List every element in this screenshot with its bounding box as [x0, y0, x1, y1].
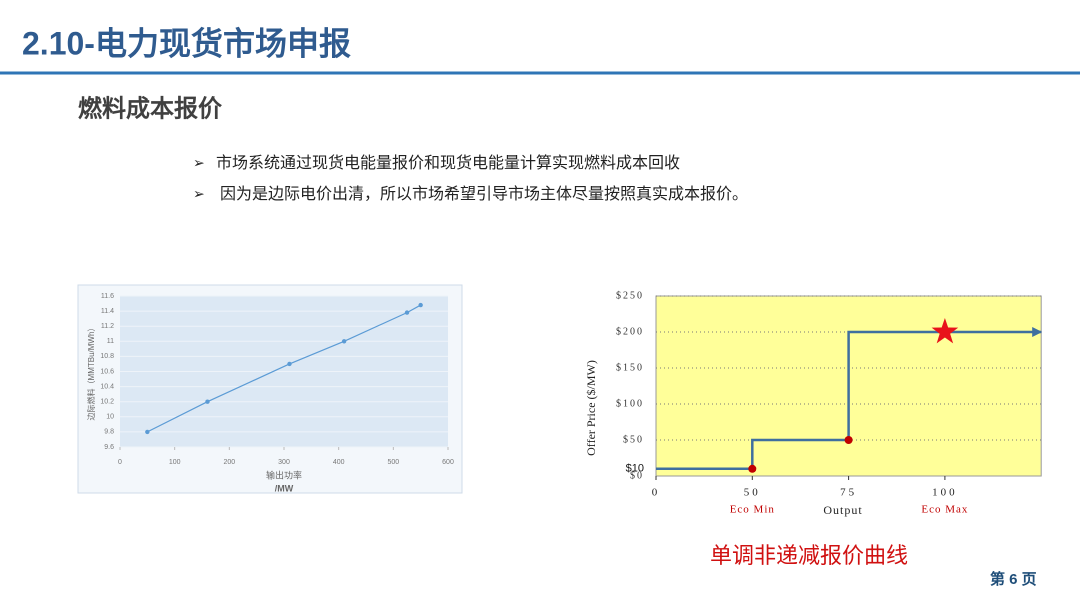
y-tick-label: 11.4 — [101, 308, 114, 315]
x-tick-label: 50 — [744, 487, 761, 499]
y-tick-label: 10.4 — [100, 383, 114, 390]
y-tick-label: 10.6 — [100, 368, 114, 375]
data-point — [205, 399, 210, 404]
y-tick-label: 9.8 — [104, 429, 114, 436]
chart: 9.6 9.8 10 10.2 10.4 10.6 10.8 11 11.2 11.4 11.6 0 1… — [86, 293, 454, 494]
chart: $0 $50 $100 $150 $200 $250 0 50 75 100 Output Offer… — [584, 290, 1043, 517]
title: 2.10-电力现货市场申报 — [22, 25, 351, 61]
y-tick-label: $0 — [630, 470, 644, 481]
y-axis-label: Offer Price ($/MW) — [584, 360, 598, 456]
x-tick-label: 500 — [387, 459, 399, 466]
y-tick-label: $50 — [623, 434, 644, 445]
x-tick-label: 200 — [223, 459, 235, 466]
x-tick-label: 0 — [118, 459, 122, 466]
data-point — [404, 310, 410, 315]
x-tick-label: 400 — [333, 459, 345, 466]
x-axis-label: /MW — [275, 483, 294, 493]
x-tick-label: 600 — [442, 459, 454, 466]
data-line — [147, 304, 421, 433]
bullet-marker: ➢ — [193, 155, 205, 171]
x-tick-label: 300 — [278, 459, 290, 466]
step-line — [656, 327, 1043, 471]
y-tick-label: 10 — [106, 414, 114, 421]
annotation: Eco Min — [730, 504, 775, 516]
y-tick-label: $150 — [616, 362, 644, 373]
point-marker — [844, 436, 853, 444]
point-marker — [748, 464, 757, 473]
x-tick-label: 100 — [932, 487, 958, 499]
data-point — [287, 361, 292, 367]
bullet: 因为是边际电价出清，所以市场希望引导市场主体尽量按照真实成本报价。 — [220, 185, 748, 203]
star-marker — [931, 318, 959, 344]
y-axis-label: 边际燃料（MMTBu/MWh） — [86, 324, 96, 421]
subtitle: 燃料成本报价 — [78, 95, 223, 122]
data-point — [145, 429, 150, 435]
x-tick-label: 0 — [652, 487, 661, 499]
y-tick-label: 9.6 — [104, 444, 114, 451]
bullet-marker: ➢ — [193, 186, 205, 202]
y-tick-label: 10.2 — [100, 399, 114, 406]
page-number: 第 6 页 — [990, 570, 1037, 588]
annotation: Eco Max — [921, 504, 968, 516]
x-tick-label: 100 — [169, 459, 181, 466]
y-tick-label: $250 — [616, 290, 644, 301]
data-point — [418, 302, 423, 308]
y-tick-label: $100 — [616, 398, 644, 409]
bullet: 市场系统通过现货电能量报价和现货电能量计算实现燃料成本回收 — [216, 153, 680, 172]
y-tick-label: $200 — [616, 326, 644, 337]
y-tick-label: 11.6 — [101, 293, 114, 300]
x-tick-label: 75 — [840, 487, 857, 499]
y-tick-label: 10.8 — [100, 353, 114, 360]
annotation: $10 — [626, 463, 644, 475]
caption: 单调非递减报价曲线 — [710, 543, 908, 568]
data-point — [341, 339, 347, 344]
y-tick-label: 11.2 — [101, 323, 114, 330]
x-axis-label: 输出功率 — [266, 469, 302, 480]
y-tick-label: 11 — [107, 338, 114, 345]
x-axis-label: Output — [823, 503, 862, 517]
